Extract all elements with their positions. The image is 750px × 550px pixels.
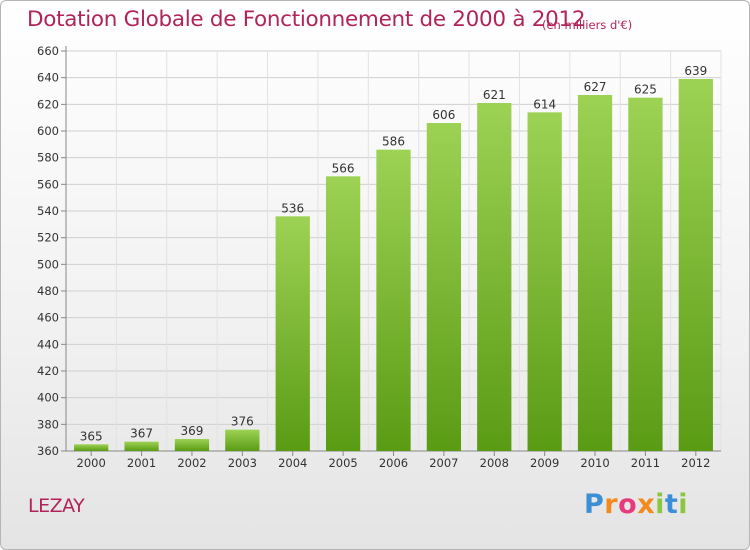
bar (325, 176, 361, 452)
bar (124, 441, 159, 451)
y-tick-label: 580 (37, 151, 59, 165)
bar (275, 216, 310, 451)
value-label: 639 (684, 64, 707, 78)
x-tick-label: 2007 (429, 456, 458, 470)
value-label: 536 (281, 201, 304, 215)
x-tick-label: 2000 (77, 456, 106, 470)
value-label: 586 (382, 135, 405, 149)
y-tick-label: 420 (37, 364, 59, 378)
x-tick-label: 2009 (530, 456, 559, 470)
value-label: 627 (584, 80, 607, 94)
value-label: 365 (80, 429, 103, 443)
y-tick-label: 600 (37, 124, 59, 138)
commune-name: LEZAY (28, 495, 85, 517)
y-tick-label: 460 (37, 311, 59, 325)
y-tick-label: 540 (37, 204, 59, 218)
value-label: 566 (332, 161, 355, 175)
y-tick-label: 520 (37, 231, 59, 245)
bar (577, 95, 613, 451)
y-tick-label: 620 (37, 97, 59, 111)
x-tick-label: 2002 (177, 456, 206, 470)
bar (426, 123, 462, 451)
y-tick-label: 480 (37, 284, 59, 298)
y-tick-label: 360 (37, 444, 59, 458)
value-label: 367 (130, 427, 153, 441)
value-label: 625 (634, 83, 657, 97)
bar (225, 429, 260, 451)
value-label: 606 (432, 108, 455, 122)
value-label: 369 (181, 424, 204, 438)
x-tick-label: 2012 (681, 456, 710, 470)
bar (74, 444, 109, 451)
value-label: 621 (483, 88, 506, 102)
chart-title: Dotation Globale de Fonctionnement de 20… (27, 7, 586, 32)
y-tick-label: 560 (37, 177, 59, 191)
y-tick-label: 380 (37, 417, 59, 431)
bar (174, 439, 210, 451)
bar (527, 112, 562, 451)
x-tick-label: 2010 (580, 456, 609, 470)
bar (376, 149, 411, 451)
value-label: 614 (533, 97, 556, 111)
x-tick-label: 2008 (480, 456, 509, 470)
labels: 365 2000 367 2001 369 2002 376 2003 536 2004 566 20… (77, 64, 711, 470)
chart-subtitle: (en milliers d'€) (542, 18, 633, 32)
y-tick-label: 440 (37, 337, 59, 351)
y-tick-label: 640 (37, 71, 59, 85)
bar (628, 97, 663, 452)
x-tick-label: 2003 (228, 456, 257, 470)
x-tick-label: 2006 (379, 456, 408, 470)
bars (74, 79, 713, 452)
value-label: 376 (231, 415, 254, 429)
y-tick-label: 400 (37, 391, 59, 405)
bar (678, 79, 713, 451)
x-tick-label: 2001 (127, 456, 156, 470)
bar (477, 103, 512, 451)
y-tick-label: 660 (37, 44, 59, 58)
proxiti-logo: Proxiti (584, 489, 689, 520)
x-tick-label: 2011 (631, 456, 660, 470)
y-tick-label: 500 (37, 257, 59, 271)
x-tick-label: 2004 (278, 456, 307, 470)
x-tick-label: 2005 (328, 456, 357, 470)
